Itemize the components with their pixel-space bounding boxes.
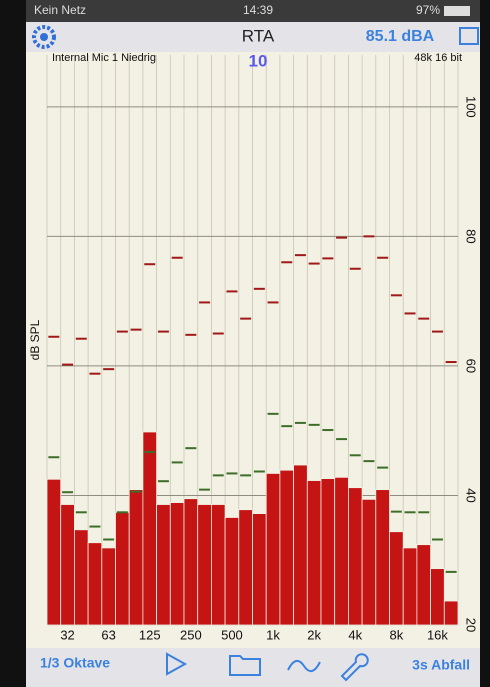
x-tick-label: 32 [60,627,74,642]
battery: 97% [416,3,440,17]
bar [444,601,458,625]
bar [170,503,184,625]
bar [129,490,143,625]
bar [239,510,253,625]
app-screen: Kein Netz 14:39 97% RTA 85.1 dBA 20 40 60 8… [0,0,490,687]
screen-title: RTA [242,26,275,45]
bar [376,490,390,625]
gear-hub [40,33,48,41]
decay-button[interactable]: 3s Abfall [412,657,470,673]
format-info: 48k 16 bit [414,52,462,64]
bar [74,530,88,625]
x-tick-label: 4k [348,627,362,642]
bar [225,517,239,625]
y-tick-label: 20 [464,618,479,632]
carrier: Kein Netz [34,3,86,17]
bar [61,505,75,625]
bar [431,569,445,625]
x-tick-label: 125 [139,627,161,642]
y-tick-label: 80 [464,229,479,243]
x-tick-label: 63 [101,627,115,642]
bar [390,532,404,625]
bar [266,473,280,625]
bar [403,548,417,625]
bar [362,499,376,625]
x-tick-label: 2k [307,627,321,642]
bar [335,477,349,625]
bar [417,545,431,625]
mic-info: Internal Mic 1 Niedrig [52,52,156,64]
battery-icon [444,6,470,16]
bar [47,479,61,625]
y-tick-label: 40 [464,488,479,502]
x-tick-label: 250 [180,627,202,642]
time: 14:39 [243,3,273,17]
averaging-count: 10 [249,51,268,70]
bar [211,505,225,625]
bar [280,470,294,625]
x-tick-label: 8k [389,627,403,642]
level-readout[interactable]: 85.1 dBA [366,28,435,45]
bar [88,543,102,625]
bar [157,505,171,625]
bar [102,548,116,625]
y-tick-label: 60 [464,359,479,373]
bar [116,512,130,625]
bar [143,432,157,625]
bar [321,479,335,625]
y-axis-label: dB SPL [28,319,42,360]
bar [253,514,267,625]
x-tick-label: 500 [221,627,243,642]
bar [307,481,321,625]
bar [184,499,198,625]
bar [348,488,362,625]
x-tick-label: 1k [266,627,280,642]
x-tick-label: 16k [427,627,448,642]
band-button[interactable]: 1/3 Oktave [40,655,110,671]
bar [294,465,308,625]
bar [198,505,212,625]
y-tick-label: 100 [464,96,479,118]
